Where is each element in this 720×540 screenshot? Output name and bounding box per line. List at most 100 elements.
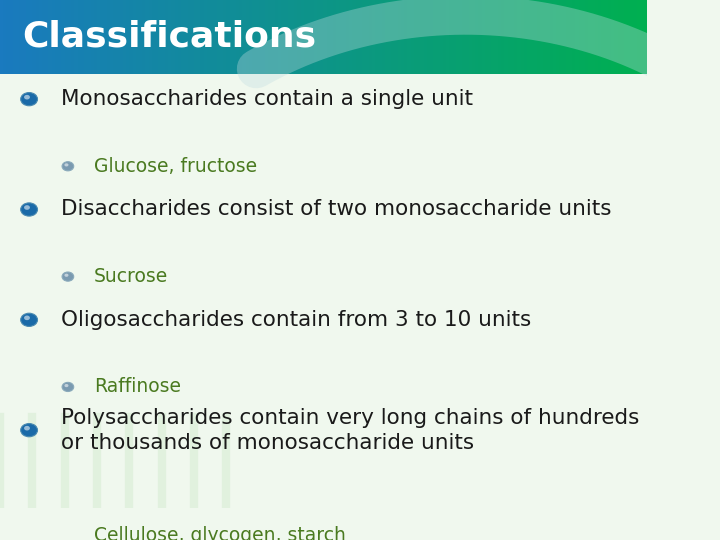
FancyBboxPatch shape <box>94 0 99 74</box>
FancyBboxPatch shape <box>19 0 24 74</box>
FancyBboxPatch shape <box>284 0 289 74</box>
FancyBboxPatch shape <box>359 0 364 74</box>
FancyBboxPatch shape <box>404 0 409 74</box>
Circle shape <box>62 382 73 392</box>
FancyBboxPatch shape <box>343 0 347 74</box>
FancyBboxPatch shape <box>191 0 195 74</box>
FancyBboxPatch shape <box>582 0 587 74</box>
FancyBboxPatch shape <box>414 0 418 74</box>
FancyBboxPatch shape <box>352 0 357 74</box>
FancyBboxPatch shape <box>171 0 176 74</box>
Circle shape <box>21 423 37 437</box>
FancyBboxPatch shape <box>32 0 37 74</box>
FancyBboxPatch shape <box>397 0 402 74</box>
FancyBboxPatch shape <box>3 0 8 74</box>
FancyBboxPatch shape <box>39 0 43 74</box>
FancyBboxPatch shape <box>640 0 644 74</box>
FancyBboxPatch shape <box>307 0 312 74</box>
FancyBboxPatch shape <box>165 0 169 74</box>
FancyBboxPatch shape <box>282 0 286 74</box>
FancyBboxPatch shape <box>384 0 390 74</box>
FancyBboxPatch shape <box>239 0 244 74</box>
FancyBboxPatch shape <box>634 0 638 74</box>
FancyBboxPatch shape <box>410 0 415 74</box>
FancyBboxPatch shape <box>349 0 354 74</box>
FancyBboxPatch shape <box>369 0 373 74</box>
Circle shape <box>64 274 68 277</box>
FancyBboxPatch shape <box>204 0 208 74</box>
FancyBboxPatch shape <box>139 0 143 74</box>
FancyBboxPatch shape <box>459 0 464 74</box>
FancyBboxPatch shape <box>375 0 379 74</box>
FancyBboxPatch shape <box>443 0 447 74</box>
FancyBboxPatch shape <box>136 0 140 74</box>
FancyBboxPatch shape <box>297 0 302 74</box>
FancyBboxPatch shape <box>624 0 629 74</box>
FancyBboxPatch shape <box>152 0 156 74</box>
FancyBboxPatch shape <box>230 0 234 74</box>
FancyBboxPatch shape <box>226 0 231 74</box>
FancyBboxPatch shape <box>265 0 269 74</box>
FancyBboxPatch shape <box>330 0 334 74</box>
FancyBboxPatch shape <box>420 0 425 74</box>
FancyBboxPatch shape <box>143 0 147 74</box>
FancyBboxPatch shape <box>197 0 202 74</box>
FancyBboxPatch shape <box>546 0 551 74</box>
Text: Glucose, fructose: Glucose, fructose <box>94 157 257 176</box>
Circle shape <box>21 313 37 327</box>
FancyBboxPatch shape <box>346 0 351 74</box>
FancyBboxPatch shape <box>9 0 14 74</box>
FancyBboxPatch shape <box>637 0 642 74</box>
FancyBboxPatch shape <box>611 0 616 74</box>
FancyBboxPatch shape <box>258 0 264 74</box>
FancyBboxPatch shape <box>74 0 79 74</box>
FancyBboxPatch shape <box>314 0 318 74</box>
FancyBboxPatch shape <box>210 0 215 74</box>
FancyBboxPatch shape <box>449 0 454 74</box>
Circle shape <box>64 163 68 166</box>
FancyBboxPatch shape <box>187 0 192 74</box>
FancyBboxPatch shape <box>178 0 182 74</box>
FancyBboxPatch shape <box>301 0 305 74</box>
FancyBboxPatch shape <box>569 0 574 74</box>
FancyBboxPatch shape <box>588 0 593 74</box>
FancyBboxPatch shape <box>156 0 160 74</box>
FancyBboxPatch shape <box>184 0 189 74</box>
FancyBboxPatch shape <box>249 0 253 74</box>
FancyBboxPatch shape <box>631 0 635 74</box>
FancyBboxPatch shape <box>365 0 370 74</box>
FancyBboxPatch shape <box>304 0 308 74</box>
Text: Raffinose: Raffinose <box>94 377 181 396</box>
FancyBboxPatch shape <box>207 0 212 74</box>
FancyBboxPatch shape <box>336 0 341 74</box>
FancyBboxPatch shape <box>117 0 121 74</box>
FancyBboxPatch shape <box>614 0 618 74</box>
FancyBboxPatch shape <box>100 0 104 74</box>
Text: Disaccharides consist of two monosaccharide units: Disaccharides consist of two monosacchar… <box>61 199 612 219</box>
FancyBboxPatch shape <box>6 0 11 74</box>
FancyBboxPatch shape <box>252 0 257 74</box>
FancyBboxPatch shape <box>501 0 505 74</box>
FancyBboxPatch shape <box>540 0 544 74</box>
FancyBboxPatch shape <box>456 0 460 74</box>
FancyBboxPatch shape <box>575 0 580 74</box>
FancyBboxPatch shape <box>217 0 221 74</box>
Text: Classifications: Classifications <box>22 20 317 54</box>
FancyBboxPatch shape <box>495 0 499 74</box>
FancyBboxPatch shape <box>605 0 609 74</box>
FancyBboxPatch shape <box>362 0 366 74</box>
FancyBboxPatch shape <box>194 0 199 74</box>
Text: Polysaccharides contain very long chains of hundreds
or thousands of monosacchar: Polysaccharides contain very long chains… <box>61 408 640 453</box>
FancyBboxPatch shape <box>433 0 438 74</box>
FancyBboxPatch shape <box>492 0 496 74</box>
FancyBboxPatch shape <box>22 0 27 74</box>
Circle shape <box>62 161 73 171</box>
FancyBboxPatch shape <box>585 0 590 74</box>
FancyBboxPatch shape <box>29 0 34 74</box>
FancyBboxPatch shape <box>71 0 76 74</box>
FancyBboxPatch shape <box>320 0 325 74</box>
FancyBboxPatch shape <box>592 0 596 74</box>
FancyBboxPatch shape <box>246 0 251 74</box>
FancyBboxPatch shape <box>132 0 137 74</box>
FancyBboxPatch shape <box>472 0 477 74</box>
